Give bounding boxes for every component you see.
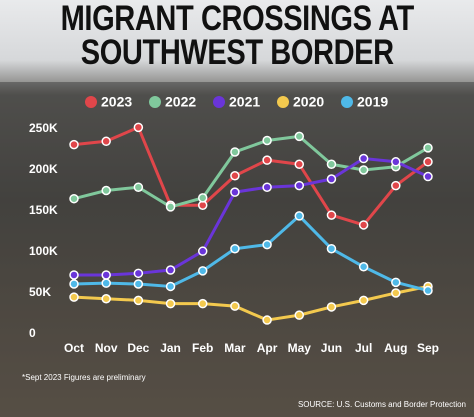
x-tick-label: Nov <box>95 341 118 355</box>
x-tick-label: Sep <box>417 341 439 355</box>
data-point <box>230 243 240 254</box>
data-point <box>358 153 369 164</box>
x-tick-label: Dec <box>127 341 149 355</box>
data-point <box>165 281 176 292</box>
data-point <box>165 298 176 309</box>
chart-title: MIGRANT CROSSINGS AT SOUTHWEST BORDER <box>60 0 415 72</box>
legend-label: 2019 <box>357 94 388 110</box>
data-point <box>262 155 272 165</box>
x-tick-label: Oct <box>64 341 84 355</box>
legend-marker <box>213 96 225 108</box>
legend-label: 2023 <box>101 94 132 110</box>
data-point <box>358 262 369 272</box>
data-point <box>262 135 272 146</box>
x-tick-label: Jun <box>321 341 342 355</box>
data-point <box>358 295 369 306</box>
footnote: *Sept 2023 Figures are preliminary <box>22 373 146 382</box>
data-point <box>391 288 401 298</box>
data-point <box>101 136 111 147</box>
series-line <box>74 157 429 277</box>
data-point <box>423 171 433 182</box>
data-point <box>423 157 433 167</box>
data-point <box>197 266 208 276</box>
data-point <box>133 182 144 192</box>
data-point <box>197 193 208 203</box>
data-point <box>133 268 144 279</box>
series-line <box>73 284 429 322</box>
data-point <box>69 139 79 150</box>
data-point <box>101 293 111 304</box>
data-point <box>326 243 337 254</box>
data-point <box>133 295 144 306</box>
series-line <box>73 134 429 209</box>
data-point <box>294 159 305 170</box>
x-tick-label: Feb <box>192 341 213 355</box>
x-tick-label: May <box>288 341 312 355</box>
data-point <box>423 143 433 153</box>
data-point <box>197 298 208 309</box>
legend-marker <box>85 96 97 108</box>
y-tick-label: 250K <box>29 121 58 135</box>
data-point <box>391 157 401 167</box>
data-point <box>326 210 337 220</box>
data-point <box>69 279 79 289</box>
data-point <box>101 270 111 280</box>
data-point <box>391 277 401 288</box>
data-point <box>230 187 240 197</box>
data-point <box>69 193 79 204</box>
data-point <box>69 292 79 302</box>
data-point <box>230 170 240 181</box>
series-line <box>73 214 429 292</box>
x-tick-label: Mar <box>224 341 246 355</box>
y-tick-label: 150K <box>29 203 58 217</box>
legend-marker <box>277 96 289 108</box>
data-point <box>133 122 144 133</box>
data-point <box>230 301 240 311</box>
data-point <box>326 302 337 312</box>
y-tick-label: 100K <box>29 244 58 258</box>
legend-marker <box>341 96 353 108</box>
data-point <box>165 265 176 275</box>
data-point <box>165 202 176 212</box>
data-point <box>358 220 369 230</box>
data-point <box>230 147 240 157</box>
data-point <box>101 185 111 196</box>
data-point <box>391 180 401 191</box>
data-point <box>197 246 208 256</box>
legend-marker <box>149 96 161 108</box>
legend-label: 2022 <box>165 94 196 110</box>
data-point <box>358 165 369 175</box>
y-tick-label: 50K <box>29 285 51 299</box>
x-tick-label: Apr <box>257 341 278 355</box>
data-point <box>294 310 305 320</box>
data-point <box>262 182 272 192</box>
source: SOURCE: U.S. Customs and Border Protecti… <box>298 400 466 409</box>
data-point <box>326 159 337 170</box>
legend-label: 2021 <box>229 94 260 110</box>
data-point <box>294 180 305 191</box>
data-point <box>133 279 144 289</box>
data-point <box>262 239 272 250</box>
data-point <box>101 278 111 288</box>
x-tick-label: Jul <box>355 341 372 355</box>
y-tick-label: 0 <box>29 326 36 340</box>
data-point <box>69 270 79 280</box>
data-point <box>294 131 305 142</box>
data-point <box>423 285 433 296</box>
data-point <box>294 211 305 221</box>
x-tick-label: Aug <box>384 341 407 355</box>
data-point <box>326 174 337 184</box>
legend-label: 2020 <box>293 94 324 110</box>
series-line <box>73 125 429 227</box>
data-point <box>262 315 272 325</box>
y-tick-label: 200K <box>29 162 58 176</box>
x-tick-label: Jan <box>160 341 181 355</box>
